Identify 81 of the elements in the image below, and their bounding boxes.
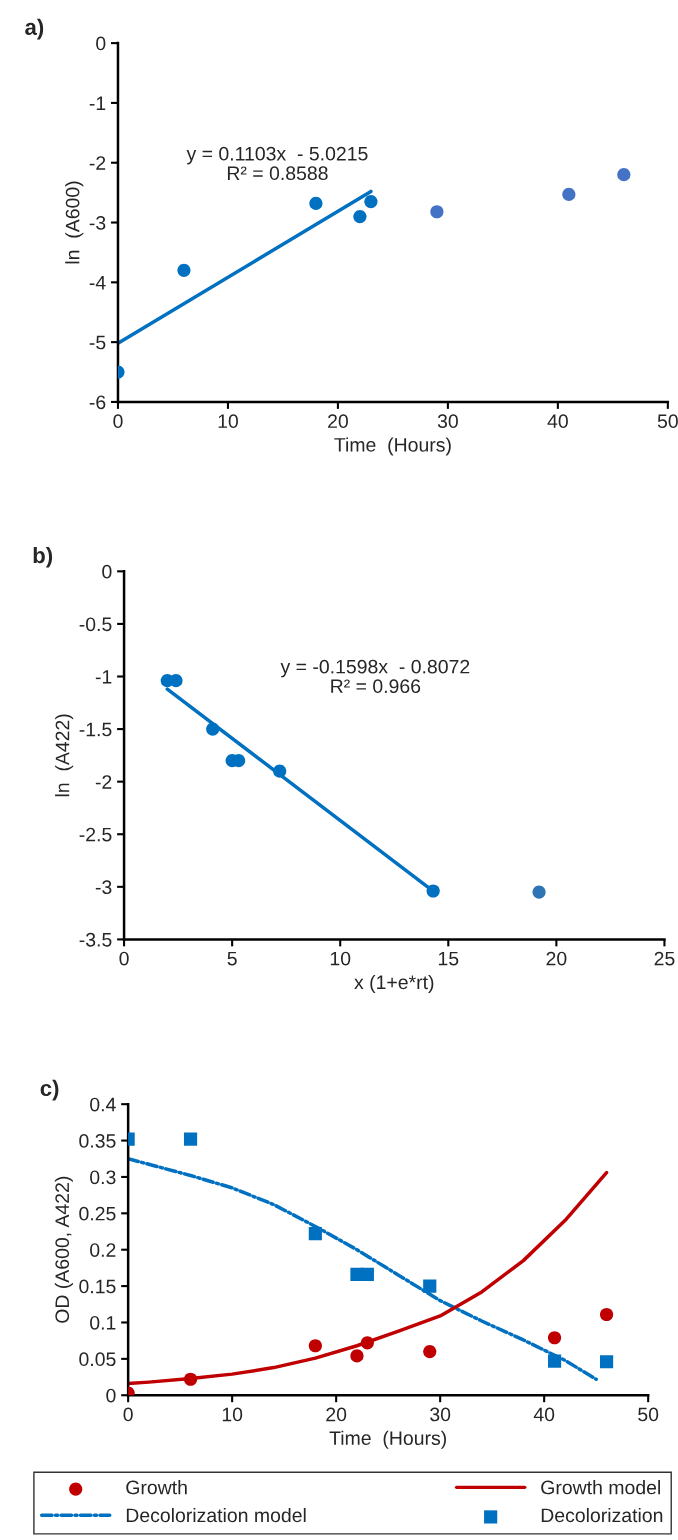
point bbox=[617, 168, 631, 182]
x-tick-label: 5 bbox=[227, 951, 237, 966]
point bbox=[423, 1279, 437, 1293]
legend-label: Growth model bbox=[541, 1480, 660, 1495]
point bbox=[360, 1267, 374, 1282]
point bbox=[360, 1336, 374, 1350]
x-tick-label: 10 bbox=[222, 1407, 243, 1422]
y-tick-label: 0.05 bbox=[79, 1352, 116, 1367]
point bbox=[169, 674, 183, 688]
y-tick-label: 0 bbox=[102, 564, 112, 579]
annotation: y = 0.1103x - 5.0215 R² = 0.8588 bbox=[186, 146, 368, 181]
y-tick-label: 0.2 bbox=[90, 1243, 116, 1257]
point bbox=[350, 1349, 364, 1363]
x-tick-label: 0 bbox=[119, 951, 129, 966]
x-tick-label: 40 bbox=[547, 414, 568, 429]
y-tick-label: 0 bbox=[96, 36, 106, 51]
point bbox=[206, 722, 220, 736]
point bbox=[562, 187, 576, 202]
point bbox=[177, 263, 191, 277]
chart-title: c) bbox=[40, 1079, 59, 1101]
y-tick-label: -3.5 bbox=[79, 932, 112, 947]
y-tick-label: -6 bbox=[89, 395, 106, 410]
point bbox=[183, 1372, 198, 1386]
y-tick-label: 0.25 bbox=[79, 1206, 116, 1221]
x-tick-label: 50 bbox=[638, 1407, 659, 1422]
annotation: y = -0.1598x - 0.8072 R² = 0.966 bbox=[280, 659, 470, 694]
y-tick-label: 0.35 bbox=[79, 1134, 116, 1148]
point bbox=[309, 196, 323, 210]
y-tick-label: -1 bbox=[89, 96, 106, 110]
y-tick-label: 0.15 bbox=[79, 1279, 116, 1294]
x-tick-label: 40 bbox=[533, 1407, 555, 1422]
point bbox=[364, 195, 378, 209]
x-tick-label: 10 bbox=[218, 414, 238, 429]
point bbox=[547, 1354, 562, 1368]
x-tick-label: 25 bbox=[654, 951, 675, 966]
point bbox=[353, 209, 367, 224]
y-tick-label: -3 bbox=[89, 216, 106, 230]
point bbox=[308, 1227, 322, 1241]
y-tick-label: 0 bbox=[106, 1388, 116, 1403]
x-axis-title: Time (Hours) bbox=[334, 437, 451, 456]
chart-title: a) bbox=[25, 18, 44, 40]
x-tick-label: 30 bbox=[437, 414, 458, 429]
point bbox=[273, 764, 287, 778]
legend-label: Growth bbox=[126, 1480, 187, 1495]
y-tick-label: -2 bbox=[89, 156, 106, 170]
point bbox=[599, 1307, 614, 1322]
y-tick-label: -3 bbox=[95, 880, 112, 895]
y-tick-label: 0.4 bbox=[90, 1097, 116, 1112]
y-tick-label: -2.5 bbox=[79, 827, 112, 842]
x-tick-label: 50 bbox=[657, 414, 678, 429]
y-tick-label: -2 bbox=[95, 775, 112, 789]
y-tick-label: 0.1 bbox=[90, 1315, 116, 1330]
y-axis-title: ln (A422) bbox=[55, 714, 74, 797]
y-tick-label: -5 bbox=[89, 335, 106, 350]
y-axis-title: ln (A600) bbox=[65, 181, 84, 264]
y-tick-label: -1.5 bbox=[79, 722, 112, 737]
x-axis-title: Time (Hours) bbox=[329, 1430, 446, 1449]
point bbox=[308, 1339, 322, 1353]
x-tick-label: 20 bbox=[546, 951, 567, 966]
y-tick-label: -4 bbox=[89, 276, 106, 290]
legend-label: Decolorization model bbox=[126, 1507, 306, 1523]
point bbox=[547, 1331, 562, 1345]
point bbox=[423, 1344, 437, 1359]
x-tick-label: 30 bbox=[430, 1407, 451, 1422]
point bbox=[183, 1132, 198, 1146]
x-tick-label: 20 bbox=[328, 414, 348, 429]
chart-title: b) bbox=[33, 546, 53, 568]
point bbox=[430, 205, 444, 219]
point bbox=[426, 884, 440, 898]
legend-label: Decolorization bbox=[541, 1507, 663, 1523]
y-tick-label: -1 bbox=[95, 670, 112, 684]
point bbox=[599, 1355, 614, 1369]
x-tick-label: 0 bbox=[123, 1407, 133, 1422]
x-tick-label: 10 bbox=[330, 951, 351, 966]
y-tick-label: -0.5 bbox=[79, 617, 112, 632]
x-tick-label: 20 bbox=[326, 1407, 347, 1422]
y-axis-title: OD (A600, A422) bbox=[54, 1176, 73, 1323]
y-tick-label: 0.3 bbox=[90, 1170, 116, 1185]
point bbox=[532, 885, 546, 899]
x-axis-title: x (1+e*rt) bbox=[354, 974, 434, 993]
x-tick-label: 15 bbox=[438, 951, 459, 966]
